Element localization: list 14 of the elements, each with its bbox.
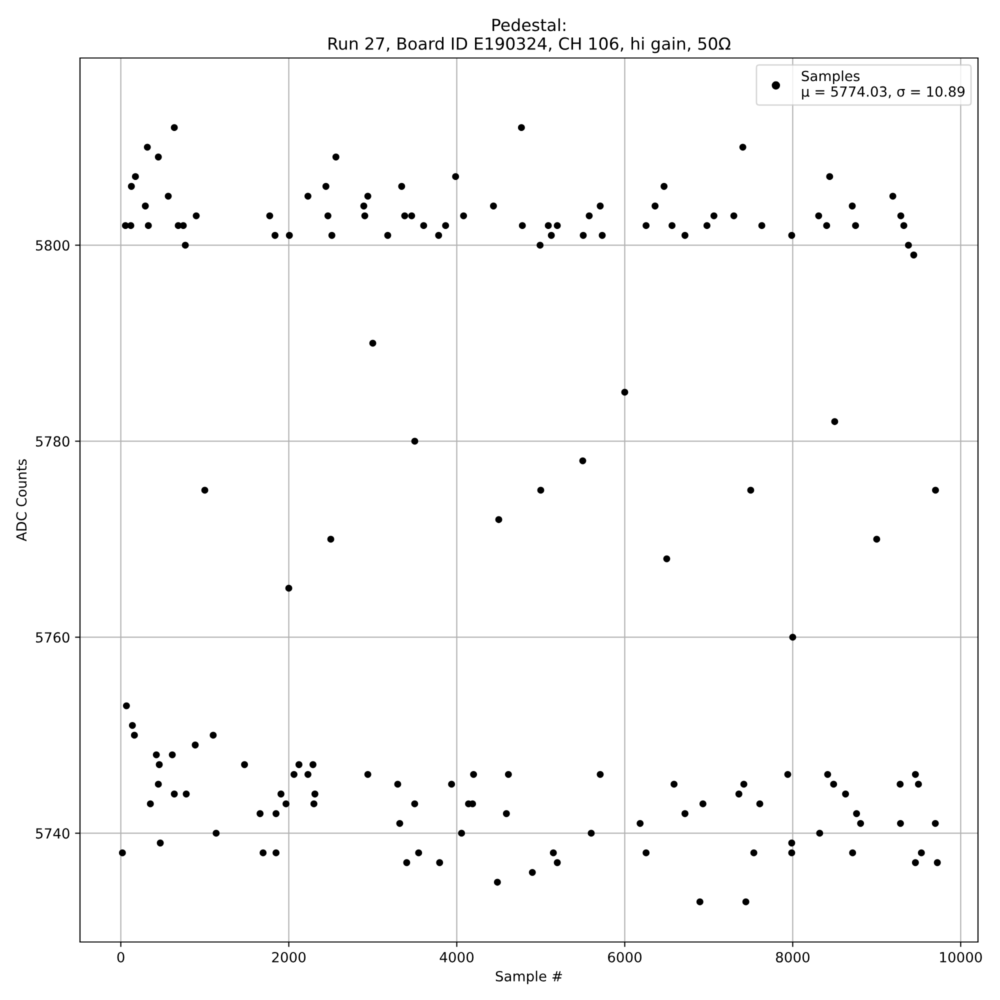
x-tick-label: 2000 xyxy=(272,952,306,962)
x-tick-label: 8000 xyxy=(776,952,810,962)
y-tick-label: 5800 xyxy=(36,240,70,251)
x-tick-label: 0 xyxy=(117,952,124,962)
y-axis-title: ADC Counts xyxy=(16,459,27,542)
x-tick-label: 10000 xyxy=(940,952,982,962)
y-tick-label: 5780 xyxy=(36,436,70,447)
chart-title: Pedestal: Run 27, Board ID E190324, CH 106, hi gain, 50Ω xyxy=(328,18,730,54)
y-tick-label: 5760 xyxy=(36,632,70,643)
x-tick-label: 4000 xyxy=(440,952,474,962)
y-tick-label: 5740 xyxy=(36,828,70,839)
x-axis-title: Sample # xyxy=(496,970,562,984)
x-tick-label: 6000 xyxy=(608,952,642,962)
legend-label: Samples μ = 5774.03, σ = 10.89 xyxy=(802,70,965,100)
